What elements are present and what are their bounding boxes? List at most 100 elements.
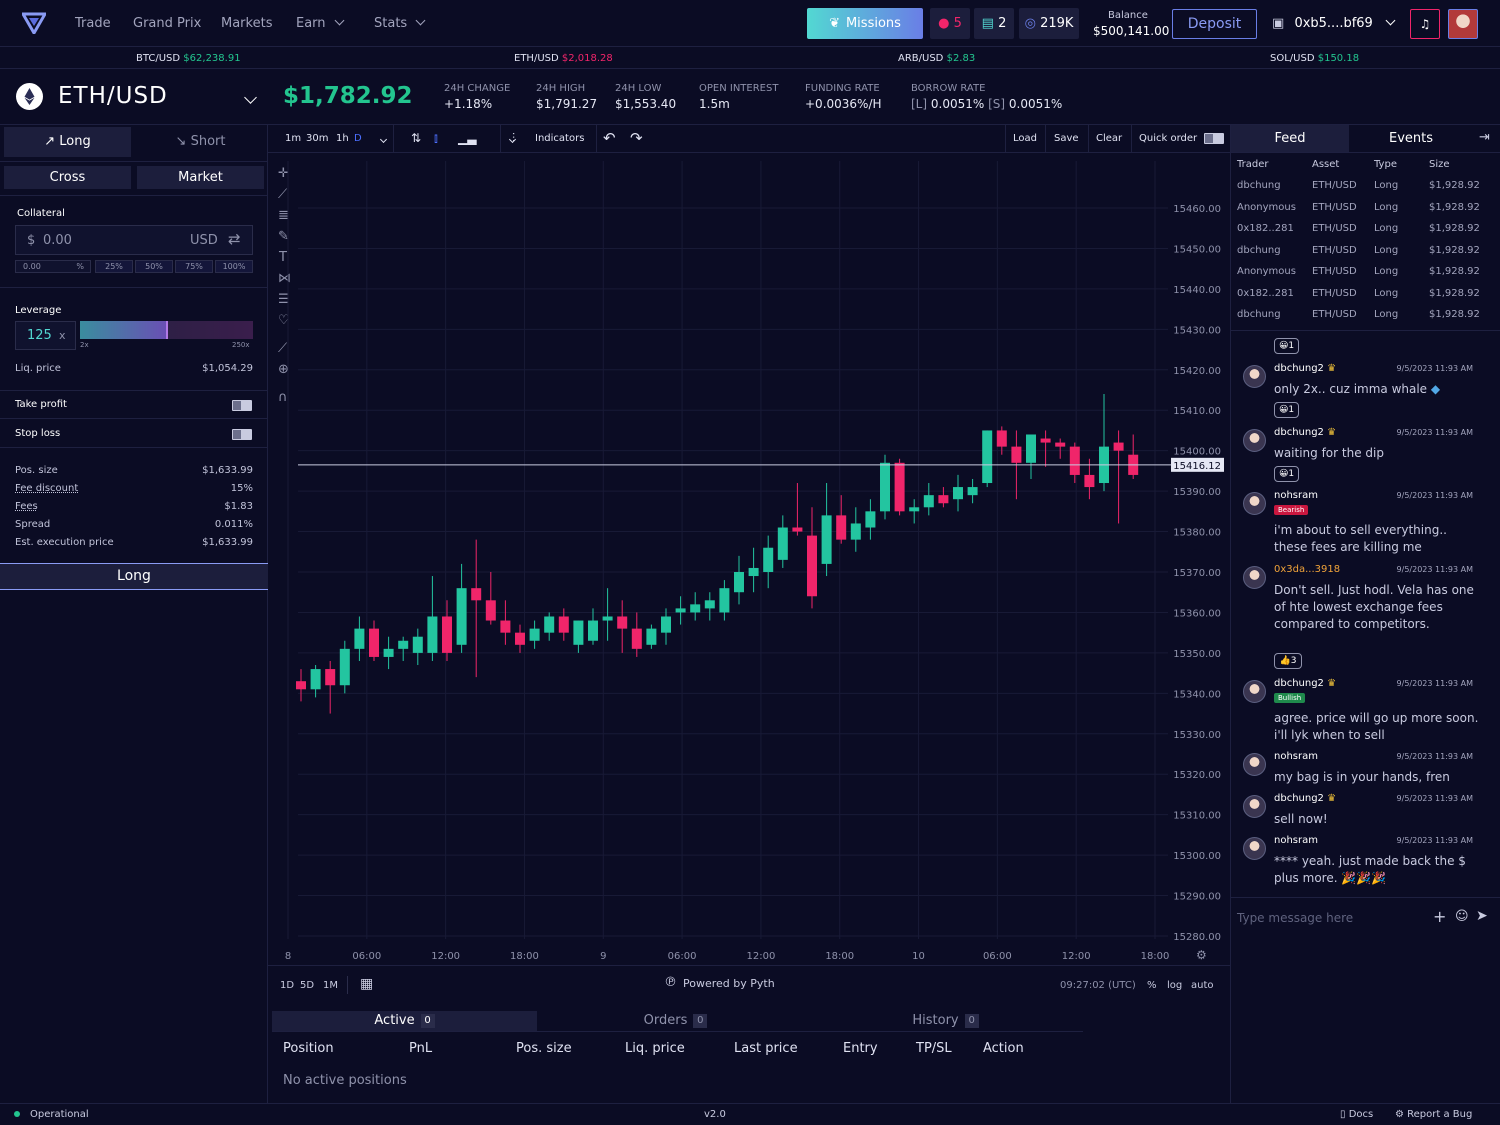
fib-icon[interactable]: ≣ (278, 208, 289, 223)
log-scale-toggle[interactable]: log (1167, 980, 1183, 991)
nav-trade[interactable]: Trade (75, 16, 111, 31)
price-chart[interactable]: ✛ ⟋ ≣ ✎ T ⋈ ☰ ♡ ⟋ ⊕ ∩ 15460.00 15450.00 15… (268, 153, 1230, 965)
avatar[interactable] (1243, 680, 1266, 703)
plus-icon[interactable]: + (1433, 907, 1447, 926)
avatar[interactable] (1243, 753, 1266, 776)
candle[interactable] (996, 426, 1007, 455)
tab-active[interactable]: Active 0 (272, 1011, 537, 1031)
candles-icon[interactable]: ⫾ (434, 131, 438, 145)
trendline-icon[interactable]: ⟋ (278, 187, 288, 202)
message-author[interactable]: nohsram (1274, 490, 1318, 501)
message-author[interactable]: dbchung2 ♛ (1274, 793, 1336, 804)
reaction-chip[interactable]: 😀1 (1274, 402, 1299, 418)
avatar[interactable] (1243, 566, 1266, 589)
candle[interactable] (938, 487, 949, 508)
avatar[interactable] (1243, 365, 1266, 388)
send-icon[interactable]: ➤ (1476, 908, 1488, 924)
leverage-slider[interactable] (80, 321, 253, 339)
range-1d[interactable]: 1D (280, 980, 295, 991)
ruler-icon[interactable]: ⟋ (278, 341, 288, 356)
card-counter[interactable]: ▤ 2 (974, 8, 1014, 39)
vela-logo-icon[interactable] (22, 12, 46, 34)
candle[interactable] (734, 555, 744, 605)
avatar[interactable] (1243, 795, 1266, 818)
candle[interactable] (763, 535, 774, 589)
points-counter[interactable]: ◎ 219K (1019, 8, 1079, 39)
zoom-icon[interactable]: ⊕ (278, 362, 289, 377)
candle[interactable] (310, 665, 321, 698)
candle[interactable] (1113, 430, 1124, 524)
cross-button[interactable]: Cross (4, 166, 131, 189)
message-author[interactable]: 0x3da...3918 (1274, 564, 1341, 575)
feed-row[interactable]: Anonymous ETH/USD Long $1,928.92 (1237, 262, 1495, 283)
brush-icon[interactable]: ✎ (278, 229, 289, 244)
feed-row[interactable]: dbchung ETH/USD Long $1,928.92 (1237, 241, 1495, 262)
candle[interactable] (544, 612, 555, 641)
heart-icon[interactable]: ♡ (278, 313, 290, 328)
interval-30m[interactable]: 30m (306, 133, 329, 144)
candle[interactable] (923, 483, 934, 516)
chevron-down-icon[interactable] (244, 91, 257, 104)
message-author[interactable]: dbchung2 ♛ (1274, 678, 1336, 689)
take-profit-toggle[interactable] (232, 400, 252, 411)
interval-day[interactable]: D (354, 133, 362, 144)
pair-selector[interactable]: ETH/USD (58, 83, 168, 109)
candle[interactable] (1069, 442, 1080, 484)
ticker-sol[interactable]: SOL/USD $150.18 (1270, 53, 1359, 64)
quick-order-toggle[interactable] (1204, 133, 1224, 144)
prediction-icon[interactable]: ☰ (278, 292, 290, 307)
percent-scale-toggle[interactable]: % (1147, 980, 1157, 991)
candle[interactable] (850, 507, 861, 552)
candle[interactable] (675, 596, 686, 625)
ticker-btc[interactable]: BTC/USD $62,238.91 (136, 53, 241, 64)
reaction-chip[interactable]: 👍3 (1274, 653, 1302, 669)
range-1m[interactable]: 1M (323, 980, 338, 991)
candle[interactable] (967, 478, 978, 504)
candle[interactable] (704, 592, 715, 621)
reaction-chip[interactable]: 😀1 (1274, 338, 1299, 354)
collateral-input[interactable]: $ 0.00 USD ⇄ (15, 225, 253, 255)
feed-row[interactable]: 0x182..281 ETH/USD Long $1,928.92 (1237, 219, 1495, 240)
pct-50-button[interactable]: 50% (135, 260, 173, 273)
leverage-input[interactable]: 125 x (15, 321, 76, 350)
candle[interactable] (456, 563, 467, 653)
candle[interactable] (909, 499, 920, 524)
candle[interactable] (529, 620, 540, 649)
feed-row[interactable]: dbchung ETH/USD Long $1,928.92 (1237, 176, 1495, 197)
candle[interactable] (427, 576, 438, 661)
candle[interactable] (1040, 430, 1051, 467)
candle[interactable] (719, 580, 730, 621)
avatar[interactable] (1243, 837, 1266, 860)
interval-1m[interactable]: 1m (285, 133, 302, 144)
candle[interactable] (631, 612, 642, 657)
emoji-picker-icon[interactable]: ☺ (1455, 909, 1469, 924)
area-chart-icon[interactable]: ▁▃ (458, 131, 477, 145)
candle[interactable] (471, 539, 482, 678)
candle[interactable] (690, 592, 701, 621)
candle[interactable] (836, 495, 847, 544)
candle[interactable] (412, 628, 423, 666)
candle[interactable] (748, 547, 759, 593)
nav-markets[interactable]: Markets (221, 16, 273, 31)
deposit-button[interactable]: Deposit (1172, 9, 1257, 39)
notification-button[interactable]: ♫ (1410, 9, 1440, 39)
candle[interactable] (661, 608, 671, 645)
feed-row[interactable]: Anonymous ETH/USD Long $1,928.92 (1237, 198, 1495, 219)
candle[interactable] (558, 608, 569, 641)
nav-grand-prix[interactable]: Grand Prix (133, 16, 202, 31)
candle[interactable] (865, 499, 876, 540)
undo-icon[interactable]: ↶ (603, 129, 616, 147)
candle[interactable] (296, 669, 306, 702)
message-author[interactable]: nohsram (1274, 835, 1318, 846)
stop-loss-toggle[interactable] (232, 429, 252, 440)
bar-type-icon[interactable]: ⇅ (411, 131, 422, 145)
candle[interactable] (354, 616, 365, 661)
candle[interactable] (821, 483, 832, 577)
market-button[interactable]: Market (137, 166, 264, 189)
submit-long-button[interactable]: Long (0, 563, 268, 590)
candle[interactable] (515, 624, 525, 653)
redo-icon[interactable]: ↷ (630, 129, 643, 147)
candle[interactable] (617, 600, 628, 653)
tab-history[interactable]: History 0 (813, 1011, 1078, 1031)
candle[interactable] (777, 515, 788, 568)
